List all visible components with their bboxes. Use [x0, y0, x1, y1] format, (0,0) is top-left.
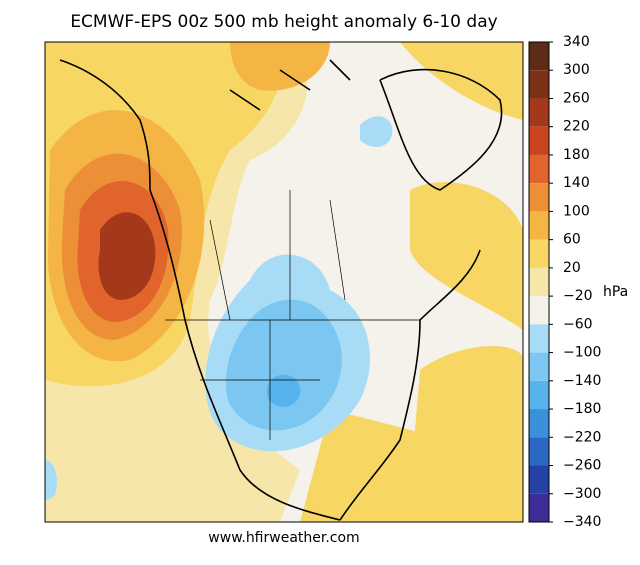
colorbar-band — [529, 42, 549, 71]
colorbar-tick-label: 260 — [563, 90, 590, 106]
colorbar-tick-label: 300 — [563, 62, 590, 78]
footer: www.hfirweather.com — [208, 530, 359, 546]
colorbar-tick-label: −140 — [563, 373, 601, 389]
colorbar: 340 300 260 220 180 140 100 60 20 −20 −60 −100 −140 −… — [528, 34, 601, 530]
colorbar-label: hPa — [603, 284, 628, 300]
colorbar-band — [529, 296, 549, 325]
colorbar-tick-label: −300 — [563, 486, 601, 502]
colorbar-tick-label: −220 — [563, 429, 601, 445]
colorbar-band — [529, 437, 549, 466]
colorbar-tick-label: 340 — [563, 34, 590, 50]
colorbar-tick-label: 100 — [563, 203, 590, 219]
map — [45, 42, 523, 522]
colorbar-tick-label: 20 — [563, 260, 581, 276]
colorbar-tick-label: −180 — [563, 401, 601, 417]
colorbar-band — [529, 324, 549, 353]
colorbar-band — [529, 267, 549, 297]
colorbar-tick-label: −20 — [563, 288, 593, 304]
map-frame — [44, 41, 524, 523]
colorbar-band — [529, 183, 549, 212]
colorbar-band — [529, 465, 549, 494]
colorbar-band — [529, 98, 549, 127]
colorbar-tick-label: 180 — [563, 147, 590, 163]
colorbar-tick-label: −60 — [563, 316, 593, 332]
colorbar-band — [529, 409, 549, 438]
colorbar-band — [529, 126, 549, 155]
colorbar-tick-label: 220 — [563, 119, 590, 135]
colorbar-band — [529, 211, 549, 240]
colorbar-tick-label: −100 — [563, 345, 601, 361]
colorbar-band — [529, 380, 549, 410]
colorbar-frame — [528, 41, 550, 523]
title: ECMWF-EPS 00z 500 mb height anomaly 6-10… — [70, 12, 497, 32]
colorbar-tick-label: −260 — [563, 458, 601, 474]
colorbar-band — [529, 352, 549, 381]
colorbar-tick-label: −340 — [563, 514, 601, 530]
colorbar-band — [529, 70, 549, 99]
colorbar-tick-label: 60 — [563, 232, 581, 248]
colorbar-band — [529, 493, 549, 522]
colorbar-tick-label: 140 — [563, 175, 590, 191]
colorbar-band — [529, 239, 549, 268]
colorbar-band — [529, 154, 549, 184]
